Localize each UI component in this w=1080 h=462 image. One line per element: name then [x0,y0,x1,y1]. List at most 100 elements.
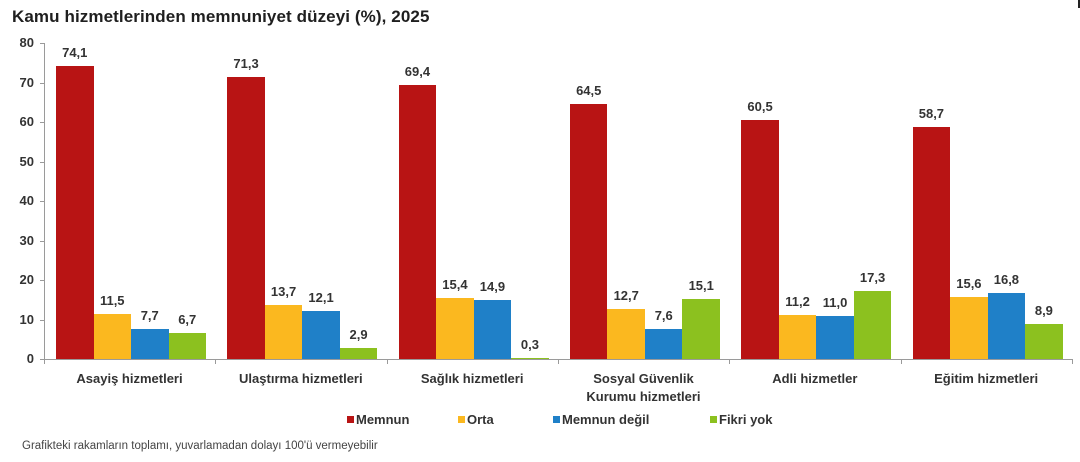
y-tick-label: 20 [19,272,34,287]
bar-value-label: 14,9 [479,279,506,295]
bar-value-label: 74,1 [62,45,88,61]
legend-item-memnun-degil: Memnun değil [553,412,649,427]
legend-label: Fikri yok [719,412,773,427]
y-tick-mark [40,359,44,360]
bar-value-label: 17,3 [859,269,886,285]
bar-memnun [398,84,437,359]
x-tick-mark [1071,359,1073,364]
bar-fikri-yok [682,299,720,359]
bar-memnun-degil [302,311,340,359]
y-tick-mark [40,240,44,242]
bar-fikri-yok [511,357,549,359]
bar-memnun-degil [644,328,683,359]
bar-orta [436,298,474,359]
x-category-label: Ulaştırma hizmetleri [215,370,386,388]
bar-memnun [56,66,94,359]
bar-fikri-yok [339,347,378,359]
bar-value-label: 12,1 [308,290,334,306]
legend-swatch-icon [347,416,354,423]
x-category-label-line: Asayiş hizmetleri [76,371,183,386]
legend-swatch-icon [553,416,560,423]
bar-value-label: 15,4 [442,277,468,293]
x-tick-mark [900,359,902,364]
bar-memnun-degil [131,328,169,359]
x-category-label: Eğitim hizmetleri [901,370,1072,388]
chart-footnote: Grafikteki rakamların toplamı, yuvarlama… [22,440,378,452]
y-tick-mark [40,319,44,321]
bar-value-label: 15,6 [956,276,982,292]
y-tick-label: 50 [19,153,34,169]
bar-value-label: 15,1 [688,278,714,294]
y-tick-mark [40,161,44,163]
bar-memnun [227,77,265,359]
legend-swatch-icon [710,416,717,423]
bar-fikri-yok [168,332,206,359]
y-tick-label: 40 [19,193,34,208]
bar-value-label: 7,7 [140,307,159,323]
x-tick-mark [215,359,217,364]
bar-value-label: 13,7 [270,283,297,299]
y-tick-mark [40,122,44,123]
x-category-label-line: Adli hizmetler [772,371,858,386]
bar-value-label: 16,8 [993,271,1020,287]
y-tick-mark [40,280,44,281]
bar-fikri-yok [853,290,892,359]
y-tick-label: 0 [26,351,34,366]
bar-value-label: 58,7 [918,106,945,122]
frame-edge-mark [1078,0,1080,8]
legend-label: Memnun değil [562,412,650,427]
bar-fikri-yok [1025,323,1063,359]
y-tick-label: 80 [19,35,34,50]
bar-orta [778,314,817,359]
x-category-label-line: Sağlık hizmetleri [420,371,524,386]
bar-value-label: 71,3 [233,56,259,72]
bar-value-label: 0,3 [520,336,539,352]
y-tick-mark [40,43,44,44]
bar-value-label: 6,7 [178,311,197,327]
bar-orta [264,304,303,359]
legend-item-memnun: Memnun [347,412,409,427]
bar-memnun [569,104,608,359]
x-tick-mark [386,359,388,364]
x-category-label: Adli hizmetler [729,370,900,388]
x-category-label-line: Ulaştırma hizmetleri [239,371,363,386]
bar-orta [950,297,988,359]
x-tick-mark [557,359,559,364]
chart-legend: Memnun Orta Memnun değil Fikri yok [0,412,1080,430]
legend-swatch-icon [458,416,465,423]
y-axis-line [44,43,45,360]
bar-value-label: 11,0 [822,294,848,310]
x-category-label: Sosyal Güvenlik Kurumu hizmetleri [558,370,729,406]
bar-value-label: 12,7 [613,287,639,303]
x-category-label: Asayiş hizmetleri [44,370,215,388]
bar-value-label: 60,5 [747,99,773,115]
bar-memnun-degil [473,300,512,359]
y-tick-label: 10 [19,311,34,327]
bar-value-label: 64,5 [576,83,602,99]
y-tick-label: 30 [19,232,34,248]
y-tick-mark [40,201,44,202]
legend-item-fikri-yok: Fikri yok [710,412,772,427]
x-category-label-line: Eğitim hizmetleri [934,371,1039,386]
legend-label: Memnun [356,412,410,427]
y-tick-mark [40,82,44,84]
bar-value-label: 11,2 [785,293,810,309]
x-tick-mark [729,359,731,364]
x-tick-mark [44,359,45,364]
y-tick-label: 70 [19,74,34,90]
legend-item-orta: Orta [458,412,494,427]
bar-value-label: 11,5 [99,292,125,308]
bar-orta [607,308,645,359]
x-category-label-line: Kurumu hizmetleri [586,389,701,404]
bar-value-label: 8,9 [1034,302,1053,318]
bar-orta [93,313,131,359]
bar-memnun-degil [987,292,1026,359]
x-category-label: Sağlık hizmetleri [387,370,558,388]
bar-memnun [912,127,951,359]
chart-title: Kamu hizmetlerinden memnuniyet düzeyi (%… [12,7,430,26]
y-tick-label: 60 [19,114,34,129]
bar-value-label: 69,4 [404,63,431,79]
x-category-label-line: Sosyal Güvenlik [593,371,694,386]
bar-value-label: 2,9 [349,326,368,342]
